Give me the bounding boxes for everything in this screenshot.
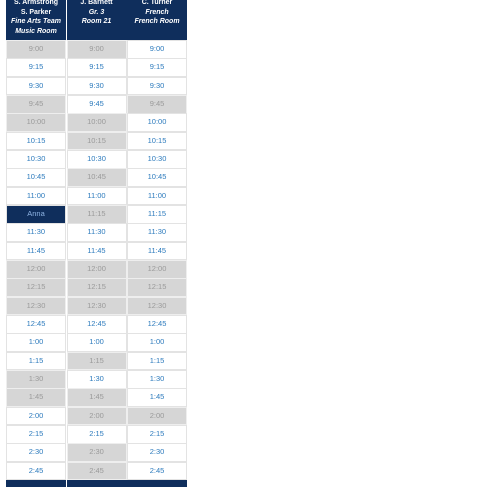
time-slot[interactable]: 11:00 — [66, 186, 127, 206]
time-slot[interactable]: 2:45 — [127, 461, 187, 481]
column-footer — [66, 480, 127, 487]
time-slot: 12:00 — [6, 259, 66, 279]
header-text: J. Barnett Gr. 3 Room 21 — [67, 0, 127, 27]
time-slot[interactable]: 2:45 — [6, 461, 66, 481]
time-slot[interactable]: 1:00 — [127, 333, 187, 353]
time-slot: 9:00 — [66, 40, 127, 59]
time-slot: 9:45 — [6, 94, 66, 114]
time-slot[interactable]: 2:15 — [66, 424, 127, 444]
time-slot: 12:00 — [127, 259, 187, 279]
time-slot: 1:15 — [66, 351, 127, 371]
time-slot: 10:00 — [66, 113, 127, 133]
time-slot: 12:15 — [127, 278, 187, 298]
header-line: French — [145, 8, 169, 16]
time-slot[interactable]: 10:45 — [6, 168, 66, 188]
header-line: Fine Arts Team — [10, 18, 62, 25]
time-slot[interactable]: 11:30 — [6, 223, 66, 243]
time-slot[interactable]: 9:15 — [127, 58, 187, 78]
time-slot: Anna — [6, 204, 66, 224]
time-slot[interactable]: 11:45 — [127, 241, 187, 261]
time-slot[interactable]: 9:30 — [66, 76, 127, 96]
time-slot[interactable]: 9:15 — [6, 58, 66, 78]
time-slot[interactable]: 10:00 — [127, 113, 187, 133]
header-line: Room 21 — [81, 18, 112, 25]
time-slot: 12:15 — [66, 278, 127, 298]
column-footer — [6, 480, 66, 487]
column-header: J. Barnett Gr. 3 Room 21 — [66, 0, 127, 40]
time-slot[interactable]: 9:00 — [127, 40, 187, 59]
header-line: French Room — [134, 18, 180, 25]
time-slot[interactable]: 11:00 — [127, 186, 187, 206]
time-slot[interactable]: 10:30 — [127, 149, 187, 169]
time-slot: 10:15 — [66, 131, 127, 151]
time-slot[interactable]: 1:00 — [6, 333, 66, 353]
time-slot: 10:00 — [6, 113, 66, 133]
time-slot: 12:00 — [66, 259, 127, 279]
time-slot[interactable]: 1:30 — [127, 369, 187, 389]
time-slot[interactable]: 1:45 — [127, 388, 187, 408]
time-slot: 11:15 — [66, 204, 127, 224]
time-slot: 1:30 — [6, 369, 66, 389]
time-slot: 2:00 — [66, 406, 127, 426]
time-slot: 2:00 — [127, 406, 187, 426]
time-slot: 1:45 — [6, 388, 66, 408]
time-slot: 2:45 — [66, 461, 127, 481]
time-slot[interactable]: 10:15 — [6, 131, 66, 151]
time-slot[interactable]: 11:00 — [6, 186, 66, 206]
time-slot: 12:30 — [66, 296, 127, 316]
time-slot[interactable]: 11:45 — [6, 241, 66, 261]
time-slot[interactable]: 1:30 — [66, 369, 127, 389]
time-slot: 1:45 — [66, 388, 127, 408]
header-line: Music Room — [15, 27, 57, 35]
time-slot[interactable]: 9:30 — [6, 76, 66, 96]
time-slot[interactable]: 2:30 — [6, 443, 66, 463]
time-slot[interactable]: 10:30 — [66, 149, 127, 169]
time-slot[interactable]: 2:15 — [127, 424, 187, 444]
time-slot[interactable]: 2:15 — [6, 424, 66, 444]
time-slot: 2:30 — [66, 443, 127, 463]
column-footer — [127, 480, 187, 487]
time-slot[interactable]: 1:15 — [6, 351, 66, 371]
time-slot[interactable]: 9:15 — [66, 58, 127, 78]
time-slot[interactable]: 1:15 — [127, 351, 187, 371]
time-slot[interactable]: 2:00 — [6, 406, 66, 426]
time-slot[interactable]: 12:45 — [66, 314, 127, 334]
time-slot[interactable]: 9:45 — [66, 94, 127, 114]
time-slot: 10:45 — [66, 168, 127, 188]
header-line: S. Parker — [20, 8, 52, 16]
header-line: C. Turner — [141, 0, 173, 6]
time-slot: 12:15 — [6, 278, 66, 298]
time-slot[interactable]: 10:15 — [127, 131, 187, 151]
header-text: S. Armstrong S. Parker Fine Arts Team Music… — [6, 0, 66, 36]
time-slot[interactable]: 2:30 — [127, 443, 187, 463]
header-line: S. Armstrong — [13, 0, 59, 6]
column-header: S. Armstrong S. Parker Fine Arts Team Music… — [6, 0, 66, 40]
time-slot[interactable]: 11:15 — [127, 204, 187, 224]
time-slot[interactable]: 10:45 — [127, 168, 187, 188]
time-slot[interactable]: 11:30 — [127, 223, 187, 243]
time-slot[interactable]: 11:45 — [66, 241, 127, 261]
column-header: C. Turner French French Room — [127, 0, 187, 40]
header-line: Gr. 3 — [88, 8, 105, 16]
time-slot[interactable]: 12:45 — [127, 314, 187, 334]
time-slot: 9:45 — [127, 94, 187, 114]
time-slot[interactable]: 12:45 — [6, 314, 66, 334]
time-slot[interactable]: 1:00 — [66, 333, 127, 353]
time-slot: 9:00 — [6, 40, 66, 59]
time-slot: 12:30 — [6, 296, 66, 316]
header-text: C. Turner French French Room — [127, 0, 187, 27]
time-slot[interactable]: 11:30 — [66, 223, 127, 243]
time-slot: 12:30 — [127, 296, 187, 316]
time-slot[interactable]: 9:30 — [127, 76, 187, 96]
time-slot[interactable]: 10:30 — [6, 149, 66, 169]
header-line: J. Barnett — [80, 0, 113, 6]
